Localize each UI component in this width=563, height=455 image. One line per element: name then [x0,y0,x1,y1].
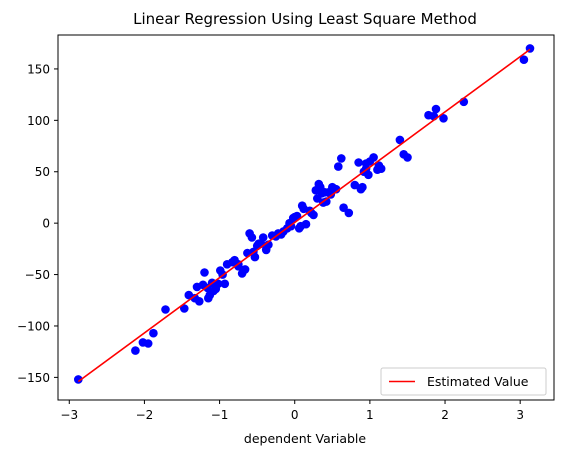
y-tick-label: 0 [42,217,50,231]
y-tick-label: −150 [17,371,50,385]
data-point [161,305,170,314]
plot-area [74,44,535,384]
y-tick-label: 150 [27,62,50,76]
x-tick-label: −1 [211,408,229,422]
data-point [376,164,386,173]
data-point [322,197,331,206]
legend-box [380,367,547,396]
legend-label-estimated-value: Estimated Value [427,374,529,389]
axes-border [57,34,555,401]
data-point [337,154,346,163]
axis-ticks: −3 −2 −1 0 1 2 3 −150 −100 −50 0 50 100 150 [17,62,524,422]
y-tick-label: 50 [35,165,50,179]
data-point [309,210,318,220]
data-point [369,153,378,162]
data-point [247,233,257,242]
x-tick-label: −3 [60,408,78,422]
data-point [339,203,348,212]
data-point [403,153,412,162]
data-point [220,279,230,289]
data-point [213,279,223,289]
x-axis-label: dependent Variable [244,431,367,446]
data-point [74,375,83,384]
data-point [195,297,204,306]
data-point [334,162,343,171]
data-point [431,104,441,114]
data-point [301,219,311,229]
data-point [131,346,140,355]
data-point [143,339,153,348]
data-point [364,170,373,180]
data-point [240,265,250,274]
data-point [361,159,371,168]
axes-frame [57,34,555,401]
x-tick-label: 3 [516,408,524,422]
y-tick-label: 100 [27,114,50,128]
data-point [149,328,158,338]
y-tick-label: −50 [25,268,50,282]
data-point [350,180,360,190]
data-point [519,55,529,64]
data-point [358,182,367,192]
chart-title: Linear Regression Using Least Square Met… [133,10,477,28]
x-tick-label: −2 [136,408,154,422]
y-tick-label: −100 [17,319,50,333]
data-point [395,135,405,145]
x-tick-label: 0 [291,408,299,422]
data-point [439,114,448,123]
data-point [354,158,363,167]
legend: Estimated Value [380,367,547,396]
regression-line [77,48,531,383]
x-tick-label: 1 [366,408,374,422]
data-point [250,252,260,262]
data-point [258,233,268,242]
x-tick-label: 2 [441,408,449,422]
data-point [180,304,189,313]
data-point [344,208,354,218]
data-point [200,268,209,277]
